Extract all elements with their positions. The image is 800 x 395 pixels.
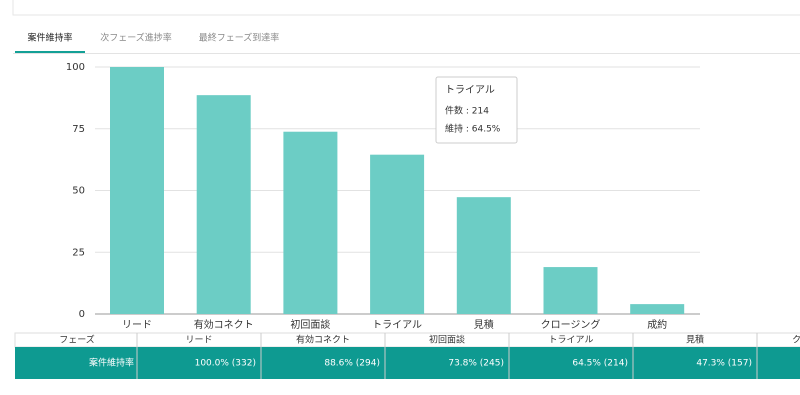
tooltip-line: 件数 : 214	[445, 105, 489, 117]
bar[interactable]	[456, 197, 511, 314]
x-tick-label: トライアル	[372, 319, 422, 331]
bar[interactable]	[543, 267, 598, 314]
table-header-cell: フェーズ	[59, 334, 95, 346]
bar[interactable]	[283, 131, 338, 314]
table-header-cell: 初回面談	[429, 334, 465, 346]
x-tick-label: 有効コネクト	[194, 318, 254, 331]
tab[interactable]: 次フェーズ進捗率	[100, 32, 172, 44]
bar[interactable]	[370, 154, 425, 314]
table-cell: 47.3% (157)	[696, 359, 752, 369]
y-tick-label: 100	[66, 62, 85, 73]
table-header-cell: トライアル	[549, 335, 594, 346]
tab[interactable]: 案件維持率	[27, 32, 72, 44]
bar[interactable]	[110, 67, 164, 314]
table-cell: 73.8% (245)	[448, 359, 504, 369]
table-row-bg	[15, 347, 800, 379]
bar[interactable]	[630, 304, 685, 314]
y-tick-label: 50	[72, 186, 85, 197]
table-cell: 88.6% (294)	[324, 359, 380, 369]
table-header-cell: クロージング	[792, 334, 800, 346]
table-cell: 100.0% (332)	[195, 359, 256, 369]
x-tick-label: 初回面談	[290, 318, 330, 331]
tooltip-box	[435, 76, 518, 144]
tooltip-line: 維持 : 64.5%	[445, 123, 501, 135]
x-tick-label: 成約	[647, 318, 667, 331]
table-header-cell: 見積	[686, 334, 704, 346]
tooltip-title: トライアル	[445, 84, 495, 96]
y-tick-label: 0	[79, 309, 85, 320]
x-tick-label: クロージング	[541, 318, 601, 331]
table-header-cell: リード	[185, 336, 212, 346]
top-panel	[12, 0, 800, 16]
bar[interactable]	[196, 95, 251, 315]
active-tab-underline	[15, 51, 85, 53]
table-row-label: 案件維持率	[89, 357, 134, 369]
x-tick-label: リード	[122, 320, 152, 331]
table-cell: 64.5% (214)	[572, 359, 628, 369]
table-header-cell: 有効コネクト	[296, 334, 350, 346]
table-header-bg	[14, 332, 800, 348]
tab[interactable]: 最終フェーズ到達率	[199, 32, 280, 44]
x-tick-label: 見積	[474, 318, 494, 331]
y-tick-label: 25	[72, 247, 85, 258]
y-tick-label: 75	[72, 124, 85, 135]
